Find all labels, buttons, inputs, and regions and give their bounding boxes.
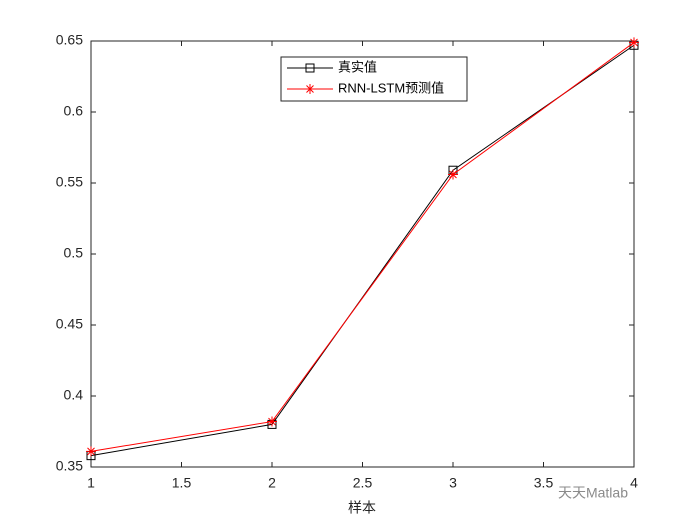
x-axis-label: 样本 (348, 500, 376, 516)
marker (86, 446, 96, 457)
y-tick-label: 0.35 (56, 458, 83, 474)
marker (629, 37, 639, 48)
x-tick-label: 3.5 (534, 475, 554, 491)
y-tick-label: 0.4 (64, 387, 84, 403)
x-tick-label: 1.5 (172, 475, 192, 491)
x-tick-label: 3 (449, 475, 457, 491)
watermark: 天天Matlab (558, 485, 628, 501)
legend-label: 真实值 (338, 59, 377, 74)
x-tick-label: 4 (630, 475, 638, 491)
series-line (90, 42, 635, 452)
x-tick-label: 1 (87, 475, 95, 491)
x-tick-label: 2 (268, 475, 276, 491)
legend-label: RNN-LSTM预测值 (338, 80, 444, 95)
y-tick-label: 0.55 (56, 174, 83, 190)
marker (267, 416, 277, 427)
y-tick-label: 0.6 (64, 103, 84, 119)
x-tick-label: 2.5 (353, 475, 373, 491)
marker (448, 169, 458, 180)
y-tick-label: 0.5 (64, 245, 84, 261)
y-tick-label: 0.45 (56, 316, 83, 332)
plot-area (90, 40, 635, 468)
marker (305, 84, 315, 94)
y-tick-label: 0.65 (56, 32, 83, 48)
marker (305, 63, 315, 73)
